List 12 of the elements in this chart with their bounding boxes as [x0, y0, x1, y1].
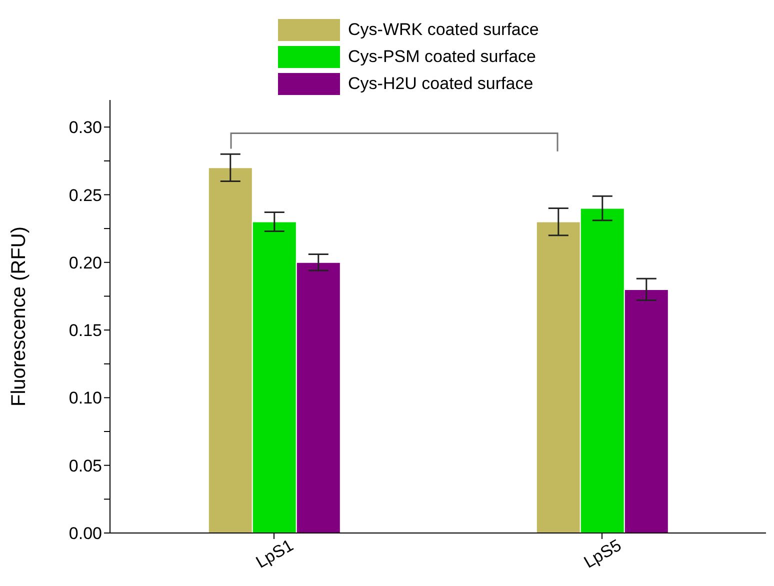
y-tick-label: 0.00 [68, 524, 102, 544]
legend-label: Cys-WRK coated surface [348, 20, 539, 40]
legend-label: Cys-H2U coated surface [348, 74, 534, 94]
y-tick-label: 0.30 [68, 118, 102, 138]
y-tick-label: 0.20 [68, 253, 102, 272]
legend-label: Cys-PSM coated surface [348, 46, 536, 66]
y-tick-label: 0.05 [68, 456, 102, 476]
y-tick-label: 0.25 [68, 186, 102, 205]
y-axis-title: Fluorescence (RFU) [8, 226, 30, 407]
y-tick-label: 0.15 [68, 321, 102, 340]
x-tick-label: LpS1 [252, 536, 297, 572]
y-tick-label: 0.10 [68, 388, 102, 408]
